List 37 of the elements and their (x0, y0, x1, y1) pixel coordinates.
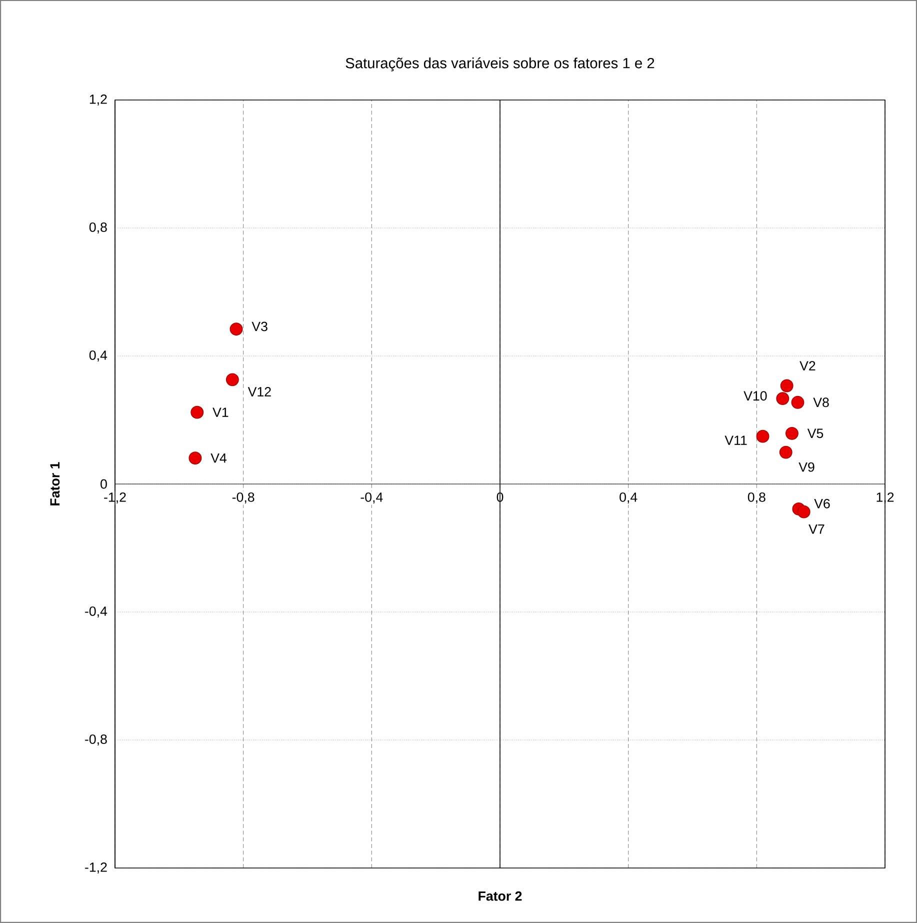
y-tick-label: 0 (100, 479, 107, 489)
point (190, 406, 204, 419)
annotation: V10 (744, 391, 767, 401)
annotation: V7 (808, 524, 824, 534)
point (780, 379, 794, 392)
point (776, 392, 790, 406)
y-tick-label: 0,8 (89, 222, 107, 234)
annotation: V6 (814, 498, 830, 508)
point (226, 373, 239, 386)
point (230, 322, 243, 336)
x-axis-title: Fator 2 (478, 891, 522, 901)
y-tick-label: 1,2 (90, 94, 107, 106)
annotation: V3 (252, 322, 268, 332)
x-tick-label: 0,4 (620, 492, 638, 504)
annotation: V8 (813, 398, 829, 408)
annotation: V2 (800, 361, 816, 370)
chart-title: Saturações das variáveis sobre os fatores 1 e 2 (346, 57, 654, 72)
point (756, 430, 770, 443)
annotation: V5 (807, 428, 824, 438)
point (188, 452, 202, 465)
point (779, 446, 792, 459)
x-tick-label: 0,8 (748, 492, 766, 504)
annotation: V12 (248, 387, 271, 396)
annotation: V1 (212, 408, 228, 417)
y-tick-label: -1,2 (85, 862, 107, 874)
point (791, 396, 804, 409)
x-tick-label: -0,8 (232, 492, 254, 504)
annotation: V9 (798, 462, 814, 472)
y-tick-label: -0,8 (85, 734, 107, 746)
annotation: V11 (724, 436, 747, 445)
point (797, 505, 810, 518)
x-tick-label: -0,4 (360, 492, 383, 504)
y-axis-title: Fator 1 (50, 462, 60, 506)
point (785, 426, 798, 440)
annotation: V4 (210, 453, 227, 463)
y-tick-label: 0,4 (89, 350, 108, 362)
y-tick-label: -0,4 (85, 606, 108, 618)
